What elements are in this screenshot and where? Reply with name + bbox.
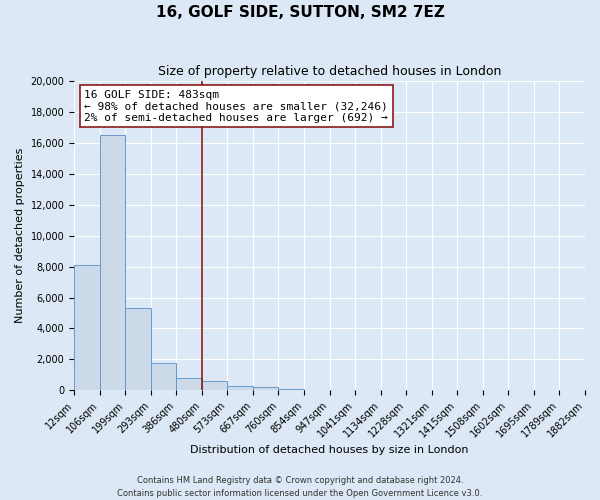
Bar [151, 362, 176, 390]
Text: Contains HM Land Registry data © Crown copyright and database right 2024.
Contai: Contains HM Land Registry data © Crown c… [118, 476, 482, 498]
Bar [227, 386, 253, 390]
Bar [202, 381, 227, 390]
Bar [253, 386, 278, 390]
Y-axis label: Number of detached properties: Number of detached properties [15, 148, 25, 323]
Bar [74, 265, 100, 390]
X-axis label: Distribution of detached houses by size in London: Distribution of detached houses by size … [190, 445, 469, 455]
Title: Size of property relative to detached houses in London: Size of property relative to detached ho… [158, 65, 501, 78]
Bar [125, 308, 151, 390]
Bar [100, 135, 125, 390]
Bar [176, 378, 202, 390]
Bar [278, 389, 304, 390]
Text: 16, GOLF SIDE, SUTTON, SM2 7EZ: 16, GOLF SIDE, SUTTON, SM2 7EZ [155, 5, 445, 20]
Text: 16 GOLF SIDE: 483sqm
← 98% of detached houses are smaller (32,246)
2% of semi-de: 16 GOLF SIDE: 483sqm ← 98% of detached h… [85, 90, 388, 123]
